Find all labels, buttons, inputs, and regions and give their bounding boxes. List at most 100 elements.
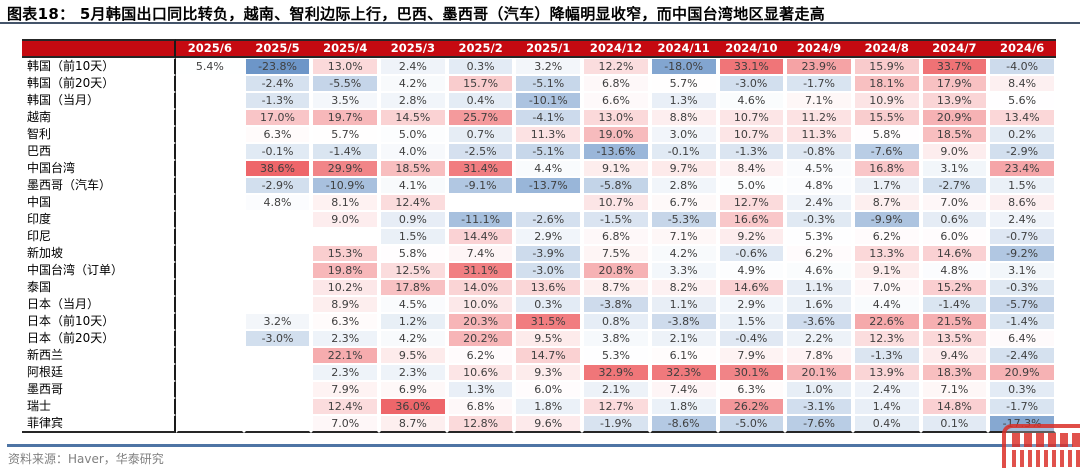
table-row: 中国台湾（订单） 19.8% 12.5% 31.1% -3.0% 20.8% 3.3% 4.9…: [22, 262, 1056, 279]
heatmap-cell: [176, 279, 244, 296]
heatmap-cell: 0.4%: [446, 92, 515, 109]
heatmap-cell: 1.8%: [514, 398, 583, 415]
heatmap-cell: 23.4%: [988, 160, 1056, 177]
row-label: 菲律宾: [22, 415, 176, 433]
source-note: 资料来源：Haver，华泰研究: [8, 452, 164, 466]
heatmap-cell: 5.8%: [852, 126, 921, 143]
header-row: 2025/6 2025/5 2025/4 2025/3 2025/2 2025/1 2024…: [22, 39, 1056, 58]
heatmap-cell: 1.0%: [785, 381, 853, 398]
heatmap-cell: 14.6%: [717, 279, 786, 296]
heatmap-cell: 11.2%: [785, 109, 853, 126]
heatmap-cell: -3.9%: [514, 245, 583, 262]
heatmap-cell: 6.0%: [514, 381, 583, 398]
heatmap-cell: 4.4%: [514, 160, 583, 177]
heatmap-cell: [176, 415, 244, 433]
heatmap-cell: 17.0%: [243, 109, 312, 126]
heatmap-cell: 6.1%: [649, 347, 718, 364]
heatmap-cell: 14.8%: [920, 398, 989, 415]
heatmap-cell: 20.2%: [446, 330, 515, 347]
heatmap-cell: -1.3%: [852, 347, 921, 364]
heatmap-cell: 20.9%: [988, 364, 1056, 381]
heatmap-cell: 8.9%: [311, 296, 380, 313]
heatmap-cell: 20.3%: [446, 313, 515, 330]
heatmap-cell: 2.1%: [582, 381, 650, 398]
table-row: 日本（当月） 8.9% 4.5% 10.0% 0.3% -3.8% 1.1% 2.9% 1.6%…: [22, 296, 1056, 313]
heatmap-cell: 15.9%: [852, 58, 921, 75]
row-label: 瑞士: [22, 398, 176, 415]
heatmap-cell: 38.6%: [243, 160, 312, 177]
heatmap-cell: [176, 296, 244, 313]
heatmap-cell: 2.3%: [311, 364, 380, 381]
heatmap-cell: [243, 381, 312, 398]
row-label: 中国台湾（订单）: [22, 262, 176, 279]
heatmap-cell: 13.9%: [920, 92, 989, 109]
heatmap-cell: -13.6%: [582, 143, 650, 160]
row-label: 越南: [22, 109, 176, 126]
heatmap-cell: 5.0%: [379, 126, 447, 143]
heatmap-cell: -0.8%: [785, 143, 853, 160]
heatmap-cell: 10.6%: [446, 364, 515, 381]
heatmap-cell: 8.7%: [582, 279, 650, 296]
heatmap-cell: 10.9%: [852, 92, 921, 109]
stamp-pattern-top: [1012, 433, 1080, 447]
heatmap-cell: 13.3%: [852, 245, 921, 262]
heatmap-cell: 29.9%: [311, 160, 380, 177]
row-label: 巴西: [22, 143, 176, 160]
heatmap-cell: 10.7%: [717, 126, 786, 143]
heatmap-cell: [176, 381, 244, 398]
heatmap-cell: 0.1%: [920, 415, 989, 433]
heatmap-cell: 3.3%: [649, 262, 718, 279]
heatmap-cell: 32.9%: [582, 364, 650, 381]
heatmap-cell: 6.6%: [582, 92, 650, 109]
heatmap-cell: 1.3%: [446, 381, 515, 398]
heatmap-cell: [176, 92, 244, 109]
red-stamp-watermark: [1002, 424, 1080, 468]
heatmap-cell: 2.4%: [785, 194, 853, 211]
heatmap-cell: 8.4%: [988, 75, 1056, 92]
heatmap-cell: -2.7%: [920, 177, 989, 194]
column-header: 2024/7: [920, 39, 989, 58]
heatmap-cell: 1.3%: [649, 92, 718, 109]
heatmap-cell: 13.0%: [582, 109, 650, 126]
row-label: 韩国（前10天）: [22, 58, 176, 75]
heatmap-cell: 13.6%: [514, 279, 583, 296]
heatmap-cell: -0.1%: [243, 143, 312, 160]
heatmap-cell: 4.8%: [920, 262, 989, 279]
heatmap-cell: 0.7%: [446, 126, 515, 143]
heatmap-cell: -0.6%: [717, 245, 786, 262]
heatmap-cell: 8.4%: [717, 160, 786, 177]
heatmap-cell: [176, 143, 244, 160]
heatmap-cell: -4.1%: [514, 109, 583, 126]
heatmap-cell: 7.1%: [649, 228, 718, 245]
heatmap-cell: -5.8%: [582, 177, 650, 194]
heatmap-cell: -0.4%: [717, 330, 786, 347]
column-header: 2024/10: [717, 39, 786, 58]
heatmap-cell: 1.1%: [785, 279, 853, 296]
table-row: 泰国 10.2% 17.8% 14.0% 13.6% 8.7% 8.2% 14.6% 1.1% 7…: [22, 279, 1056, 296]
heatmap-cell: 2.2%: [785, 330, 853, 347]
heatmap-cell: -7.6%: [852, 143, 921, 160]
heatmap-cell: 3.1%: [988, 262, 1056, 279]
heatmap-cell: 1.2%: [379, 313, 447, 330]
heatmap-cell: 6.3%: [717, 381, 786, 398]
title-divider: [0, 22, 1080, 24]
heatmap-cell: 1.1%: [649, 296, 718, 313]
heatmap-cell: -1.5%: [582, 211, 650, 228]
heatmap-cell: 2.9%: [717, 296, 786, 313]
heatmap-cell: 6.8%: [582, 75, 650, 92]
heatmap-cell: 13.9%: [852, 364, 921, 381]
heatmap-cell: 9.7%: [649, 160, 718, 177]
heatmap-cell: 2.4%: [852, 381, 921, 398]
footer-divider: [7, 444, 1073, 447]
heatmap-cell: 5.3%: [582, 347, 650, 364]
heatmap-cell: -5.7%: [988, 296, 1056, 313]
heatmap-cell: 6.2%: [852, 228, 921, 245]
heatmap-cell: 6.0%: [920, 228, 989, 245]
heatmap-cell: 15.5%: [852, 109, 921, 126]
heatmap-cell: -1.3%: [717, 143, 786, 160]
corner-cell: [22, 39, 176, 58]
heatmap-cell: 4.6%: [785, 262, 853, 279]
heatmap-cell: 10.7%: [717, 109, 786, 126]
heatmap-cell: [176, 211, 244, 228]
